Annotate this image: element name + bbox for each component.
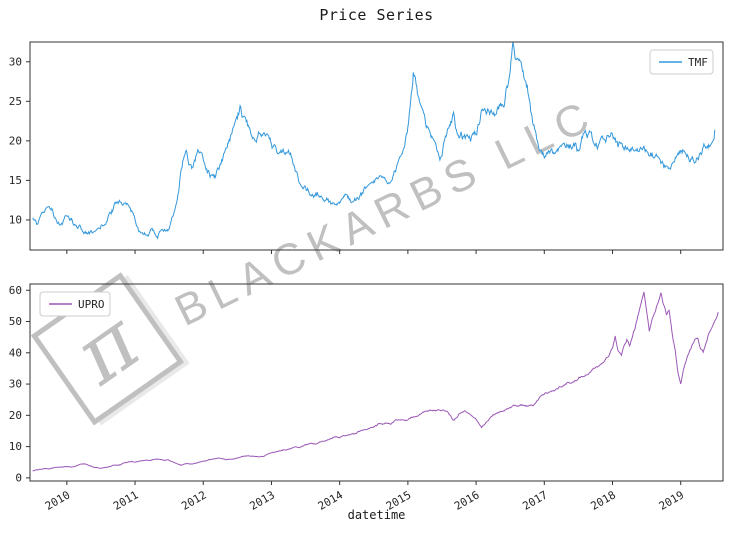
y-tick-label: 50	[9, 315, 22, 328]
y-tick-label: 0	[15, 471, 22, 484]
y-tick-label: 30	[9, 55, 22, 68]
tmf-series-line	[32, 42, 716, 240]
axes-border	[29, 41, 724, 251]
figure-title: Price Series	[319, 6, 434, 24]
legend: UPRO	[39, 291, 111, 317]
y-tick-label: 25	[9, 95, 22, 108]
x-axis-label: datetime	[347, 508, 406, 522]
y-tick-label: 20	[9, 409, 22, 422]
y-tick-label: 10	[9, 440, 22, 453]
legend-label: UPRO	[78, 298, 105, 311]
legend-box	[39, 291, 111, 317]
y-tick-label: 10	[9, 213, 22, 226]
y-tick-label: 30	[9, 378, 22, 391]
axes-border	[29, 283, 724, 482]
legend-label: TMF	[688, 56, 708, 69]
y-tick-label: 40	[9, 346, 22, 359]
y-tick-label: 20	[9, 134, 22, 147]
y-tick-label: 15	[9, 174, 22, 187]
upro-series-line	[32, 291, 719, 472]
legend: TMF	[649, 49, 714, 75]
subplot-tmf: 10 15 20 25 30 TMF	[9, 41, 724, 254]
y-tick-label: 60	[9, 284, 22, 297]
